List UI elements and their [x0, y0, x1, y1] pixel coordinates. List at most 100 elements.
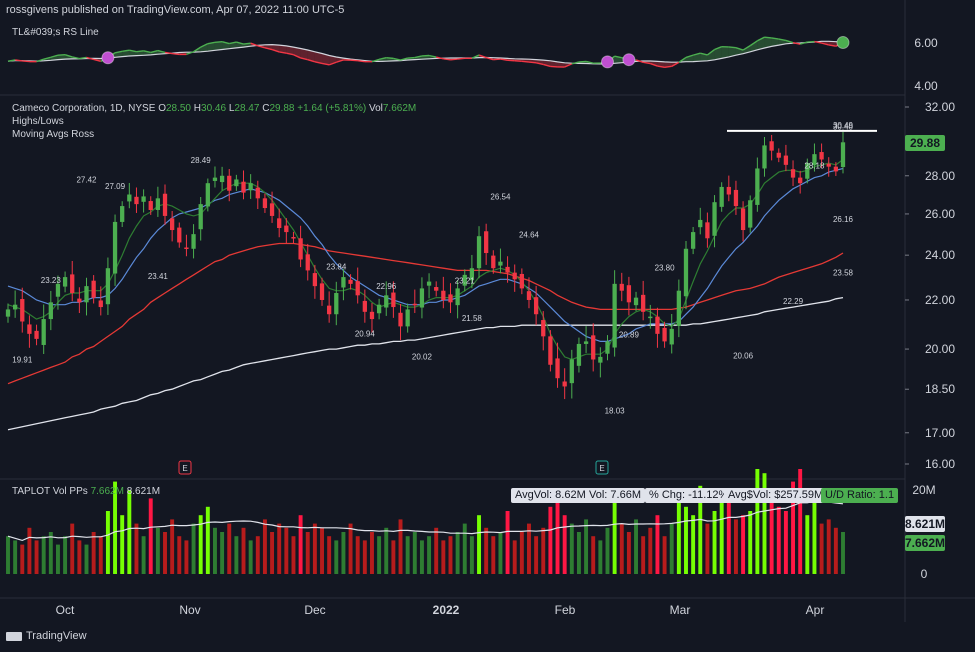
high-low-label: 30.49	[833, 121, 854, 130]
candle-body	[762, 145, 767, 169]
rs-fill	[50, 55, 58, 61]
candle-body	[576, 343, 582, 366]
volume-bar	[170, 519, 175, 574]
candle-body	[498, 261, 503, 266]
volume-bar	[641, 536, 646, 574]
volume-bar	[398, 519, 403, 574]
volume-bar	[791, 481, 796, 574]
close-value: 29.88	[269, 103, 295, 114]
price-pane: 19.91 23.23 27.42 27.09 23.41 28.49 23.84 20.94…	[5, 121, 877, 475]
candle-body	[569, 359, 574, 384]
rs-line-segment	[643, 61, 651, 65]
price-tick-label: 18.50	[925, 382, 955, 396]
avg-volume-tag: 8.621M	[905, 516, 946, 532]
time-axis-label: Apr	[806, 603, 825, 617]
open-label: O	[158, 103, 166, 114]
volume-bar	[277, 523, 282, 574]
volume-bar	[562, 515, 567, 574]
candle-body	[77, 298, 82, 303]
volume-bar	[348, 523, 353, 574]
volume-bar	[626, 532, 631, 574]
candle-body	[112, 221, 118, 274]
high-low-label: 19.91	[12, 355, 33, 364]
candle-body	[305, 254, 310, 271]
candle-body	[327, 305, 332, 315]
sma-short-line	[7, 159, 844, 361]
volume-bar	[298, 515, 303, 574]
volume-bar	[748, 511, 753, 574]
last-price-tag: 29.88	[905, 135, 945, 151]
rs-line-segment	[728, 46, 737, 49]
candle-body	[205, 183, 210, 207]
candle-body	[426, 281, 432, 286]
candle-body	[120, 206, 125, 222]
rs-fill	[707, 49, 715, 61]
candle-body	[826, 163, 831, 167]
volume-bar	[477, 515, 481, 574]
moving-avgs-legend: Moving Avgs Ross	[12, 129, 95, 140]
price-tick-label: 20.00	[925, 342, 955, 356]
high-low-label: 23.21	[455, 276, 476, 285]
rs-line-segment	[771, 37, 779, 40]
rs-line-segment	[7, 59, 16, 62]
rs-fill	[314, 51, 323, 64]
volume-bar	[48, 532, 53, 574]
price-tick-label: 26.00	[925, 207, 955, 221]
volume-legend: TAPLOT Vol PPs 7.662M 8.621M	[12, 486, 160, 497]
candle-body	[690, 232, 696, 249]
candle-body	[20, 299, 25, 322]
rs-line-segment	[72, 56, 80, 60]
candle-body	[719, 186, 724, 207]
price-tick-label: 24.00	[925, 248, 955, 262]
volume-bar	[198, 515, 203, 574]
high-low-label: 27.09	[105, 182, 126, 191]
candle-body	[812, 154, 817, 166]
volume-bar	[605, 527, 610, 574]
sma-50-line	[7, 242, 844, 385]
volume-bar	[505, 511, 510, 574]
candle-body	[469, 268, 475, 281]
volume-bar	[70, 523, 75, 574]
rs-line-segment	[279, 51, 287, 54]
volume-bar	[548, 506, 553, 574]
rs-line-segment	[200, 43, 209, 48]
candle-body	[533, 297, 539, 315]
volume-bar	[105, 511, 110, 574]
volume-bar	[741, 515, 746, 574]
rs-line-segment	[79, 56, 87, 60]
volume-bar	[462, 523, 467, 574]
rs-line-segment	[307, 59, 316, 63]
candle-body	[134, 196, 139, 205]
candle-body	[548, 336, 553, 365]
volume-bar	[191, 523, 196, 574]
candle-body	[184, 247, 189, 250]
candle-body	[277, 218, 282, 228]
rs-line-segment	[336, 59, 344, 63]
rs-line-segment	[436, 56, 444, 60]
high-value: 30.46	[201, 103, 227, 114]
volume-bar	[419, 540, 424, 574]
volume-bar	[13, 540, 18, 574]
rs-line-segment	[585, 60, 594, 64]
rs-line-segment	[214, 40, 223, 44]
candle-body	[698, 219, 703, 228]
candle-body	[491, 255, 496, 269]
candle-body	[248, 183, 253, 191]
volume-bar	[555, 490, 560, 574]
rs-fill	[743, 45, 751, 54]
rs-line-segment	[22, 60, 30, 63]
candle-body	[519, 273, 524, 289]
last-volume-tag: 7.662M	[905, 535, 946, 551]
high-low-label: 26.54	[490, 192, 511, 201]
volume-legend-title: TAPLOT Vol PPs	[12, 486, 88, 497]
rs-line-segment	[50, 54, 59, 58]
volume-bar	[733, 519, 738, 574]
candle-body	[798, 177, 803, 184]
volume-bar	[120, 515, 125, 574]
candle-body	[683, 248, 689, 297]
candle-body	[198, 204, 203, 230]
rs-line-segment	[749, 40, 758, 47]
volume-bar	[77, 540, 82, 574]
rs-line-segment	[821, 42, 829, 46]
